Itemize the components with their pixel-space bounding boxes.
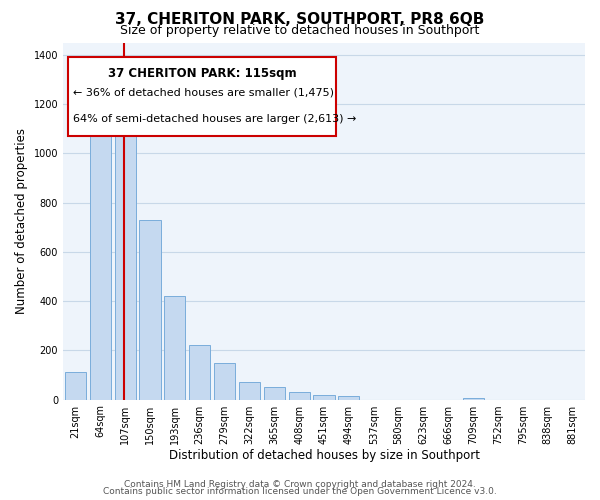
Bar [139,220,161,400]
X-axis label: Distribution of detached houses by size in Southport: Distribution of detached houses by size … [169,450,479,462]
Bar [289,392,310,400]
Bar [164,296,185,400]
Bar [463,398,484,400]
Bar [264,388,285,400]
Text: ← 36% of detached houses are smaller (1,475): ← 36% of detached houses are smaller (1,… [73,87,334,97]
Text: Size of property relative to detached houses in Southport: Size of property relative to detached ho… [121,24,479,37]
Text: 64% of semi-detached houses are larger (2,613) →: 64% of semi-detached houses are larger (… [73,114,356,124]
Bar [239,382,260,400]
Text: 37, CHERITON PARK, SOUTHPORT, PR8 6QB: 37, CHERITON PARK, SOUTHPORT, PR8 6QB [115,12,485,28]
Bar [189,346,211,400]
Text: Contains public sector information licensed under the Open Government Licence v3: Contains public sector information licen… [103,487,497,496]
Bar [338,396,359,400]
Bar [214,363,235,400]
Text: 37 CHERITON PARK: 115sqm: 37 CHERITON PARK: 115sqm [108,67,296,80]
Bar [65,372,86,400]
FancyBboxPatch shape [68,58,337,136]
Text: Contains HM Land Registry data © Crown copyright and database right 2024.: Contains HM Land Registry data © Crown c… [124,480,476,489]
Bar [90,115,111,400]
Bar [115,115,136,400]
Bar [313,395,335,400]
Y-axis label: Number of detached properties: Number of detached properties [15,128,28,314]
